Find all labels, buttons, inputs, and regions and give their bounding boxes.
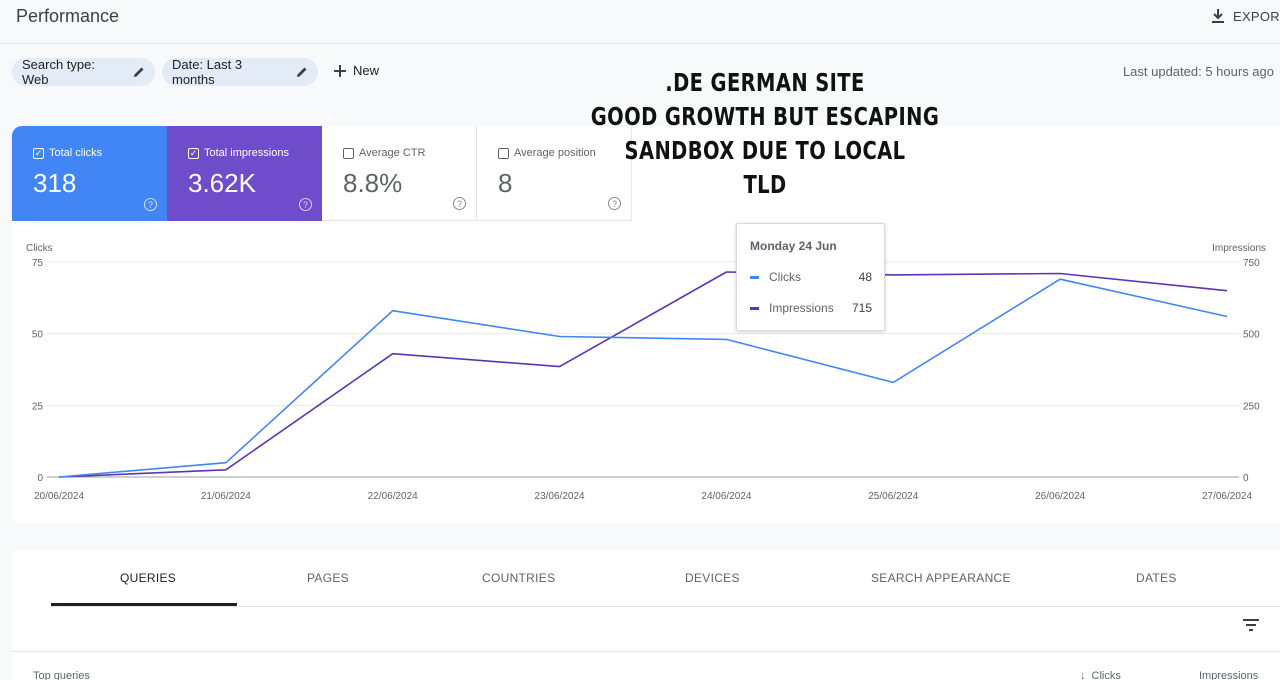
metric-total-impressions[interactable]: ✓ Total impressions 3.62K ? — [167, 126, 322, 221]
metric-value: 3.62K — [188, 168, 256, 198]
overlay-annotation: .DE GERMAN SITE GOOD GROWTH BUT ESCAPING… — [543, 66, 988, 202]
metric-value: 8.8% — [343, 168, 403, 198]
export-label: EXPOR — [1232, 8, 1280, 24]
series-line-clicks — [58, 278, 1228, 478]
metric-average-position[interactable]: Average position 8 ? — [477, 126, 632, 221]
legend-swatch — [750, 306, 759, 310]
date-range-label: Date: Last 3 months — [172, 57, 243, 87]
checkbox-checked-icon[interactable]: ✓ — [33, 147, 44, 159]
column-header-impressions[interactable]: Impressions — [1199, 670, 1259, 680]
help-icon[interactable]: ? — [144, 198, 157, 211]
performance-card: ✓ Total clicks 318 ? ✓ Total impressions… — [12, 126, 1280, 523]
plus-icon — [334, 64, 346, 77]
checkbox-unchecked-icon[interactable] — [498, 147, 509, 159]
y-right-tick-label: 500 — [1243, 330, 1260, 341]
last-updated-text: Last updated: 5 hours ago — [1122, 64, 1274, 79]
help-icon[interactable]: ? — [608, 197, 621, 210]
report-table-card: QUERIES PAGES COUNTRIES DEVICES SEARCH A… — [12, 550, 1280, 680]
x-tick-label: 20/06/2024 — [34, 491, 84, 502]
tooltip-date: Monday 24 Jun — [750, 239, 837, 253]
x-tick-label: 21/06/2024 — [201, 491, 251, 502]
overlay-line-3: TLD — [743, 170, 787, 199]
column-header-clicks-label: Clicks — [1091, 670, 1121, 680]
sort-down-arrow-icon: ↓ — [1080, 670, 1086, 680]
checkbox-unchecked-icon[interactable] — [343, 147, 354, 159]
metric-label: Average CTR — [359, 147, 426, 159]
chart-tooltip: Monday 24 Jun Clicks 48 Impressions 715 — [736, 223, 885, 331]
y-left-tick-label: 50 — [32, 330, 44, 341]
overlay-line-1: .DE GERMAN SITE — [665, 68, 865, 97]
y-right-tick-label: 750 — [1243, 258, 1260, 269]
checkbox-checked-icon[interactable]: ✓ — [188, 147, 199, 159]
metric-average-ctr[interactable]: Average CTR 8.8% ? — [322, 126, 477, 221]
search-type-label: Search type: Web — [22, 57, 95, 87]
active-tab-indicator — [51, 603, 237, 606]
help-icon[interactable]: ? — [453, 197, 466, 210]
y-right-tick-label: 0 — [1243, 473, 1249, 484]
tab-devices[interactable]: DEVICES — [685, 571, 740, 585]
column-header-top-queries: Top queries — [33, 670, 90, 680]
new-filter-button[interactable]: New — [333, 63, 379, 78]
tab-search-appearance[interactable]: SEARCH APPEARANCE — [871, 571, 1011, 585]
y-left-axis-title: Clicks — [26, 243, 53, 254]
report-tabs: QUERIES PAGES COUNTRIES DEVICES SEARCH A… — [51, 550, 1280, 607]
performance-chart: 0 0 25 250 50 500 75 750 Clicks Impressions 20/06/… — [26, 243, 1266, 502]
tab-pages[interactable]: PAGES — [307, 571, 349, 585]
edit-pencil-icon — [134, 67, 144, 77]
page-title: Performance — [16, 6, 120, 26]
y-right-axis-title: Impressions — [1212, 243, 1266, 254]
search-type-chip[interactable]: Search type: Web — [12, 57, 155, 87]
x-tick-label: 25/06/2024 — [868, 491, 918, 502]
x-tick-label: 27/06/2024 — [1202, 491, 1252, 502]
metric-label: Average position — [514, 147, 596, 159]
divider — [12, 651, 1280, 652]
metric-value: 318 — [33, 168, 77, 198]
series-line-impressions — [58, 271, 1228, 478]
tooltip-series-name: Clicks — [769, 270, 801, 284]
help-icon[interactable]: ? — [299, 198, 312, 211]
edit-pencil-icon — [297, 67, 307, 77]
tab-queries[interactable]: QUERIES — [120, 571, 177, 585]
x-tick-label: 23/06/2024 — [535, 491, 585, 502]
filter-bar: Search type: Web Date: Last 3 months New… — [0, 55, 1280, 89]
x-tick-label: 26/06/2024 — [1035, 491, 1085, 502]
export-button[interactable]: EXPOR — [1211, 6, 1280, 26]
legend-swatch — [750, 275, 759, 279]
date-range-chip[interactable]: Date: Last 3 months — [162, 57, 318, 87]
metric-label: Total clicks — [49, 147, 103, 159]
y-left-tick-label: 25 — [32, 401, 44, 412]
tooltip-series-name: Impressions — [769, 301, 834, 315]
overlay-line-2: GOOD GROWTH BUT ESCAPING SANDBOX DUE TO … — [590, 102, 940, 165]
x-tick-label: 24/06/2024 — [701, 491, 751, 502]
metric-label: Total impressions — [204, 147, 289, 159]
tab-countries[interactable]: COUNTRIES — [482, 571, 556, 585]
tooltip-series-value: 715 — [851, 301, 872, 315]
column-header-clicks[interactable]: ↓ Clicks — [1080, 670, 1121, 680]
y-left-tick-label: 75 — [32, 258, 44, 269]
top-bar: Performance EXPOR — [0, 0, 1280, 44]
filter-rows-icon[interactable] — [1242, 618, 1260, 632]
tooltip-row-clicks: Clicks 48 — [750, 270, 872, 284]
metric-value: 8 — [498, 168, 513, 198]
tooltip-series-value: 48 — [858, 270, 872, 284]
y-right-tick-label: 250 — [1243, 401, 1260, 412]
download-icon — [1211, 9, 1224, 23]
y-left-tick-label: 0 — [37, 473, 43, 484]
new-filter-label: New — [353, 63, 380, 78]
tooltip-row-impressions: Impressions 715 — [750, 301, 872, 315]
x-tick-label: 22/06/2024 — [368, 491, 418, 502]
metric-total-clicks[interactable]: ✓ Total clicks 318 ? — [12, 126, 167, 221]
tab-dates[interactable]: DATES — [1136, 571, 1177, 585]
